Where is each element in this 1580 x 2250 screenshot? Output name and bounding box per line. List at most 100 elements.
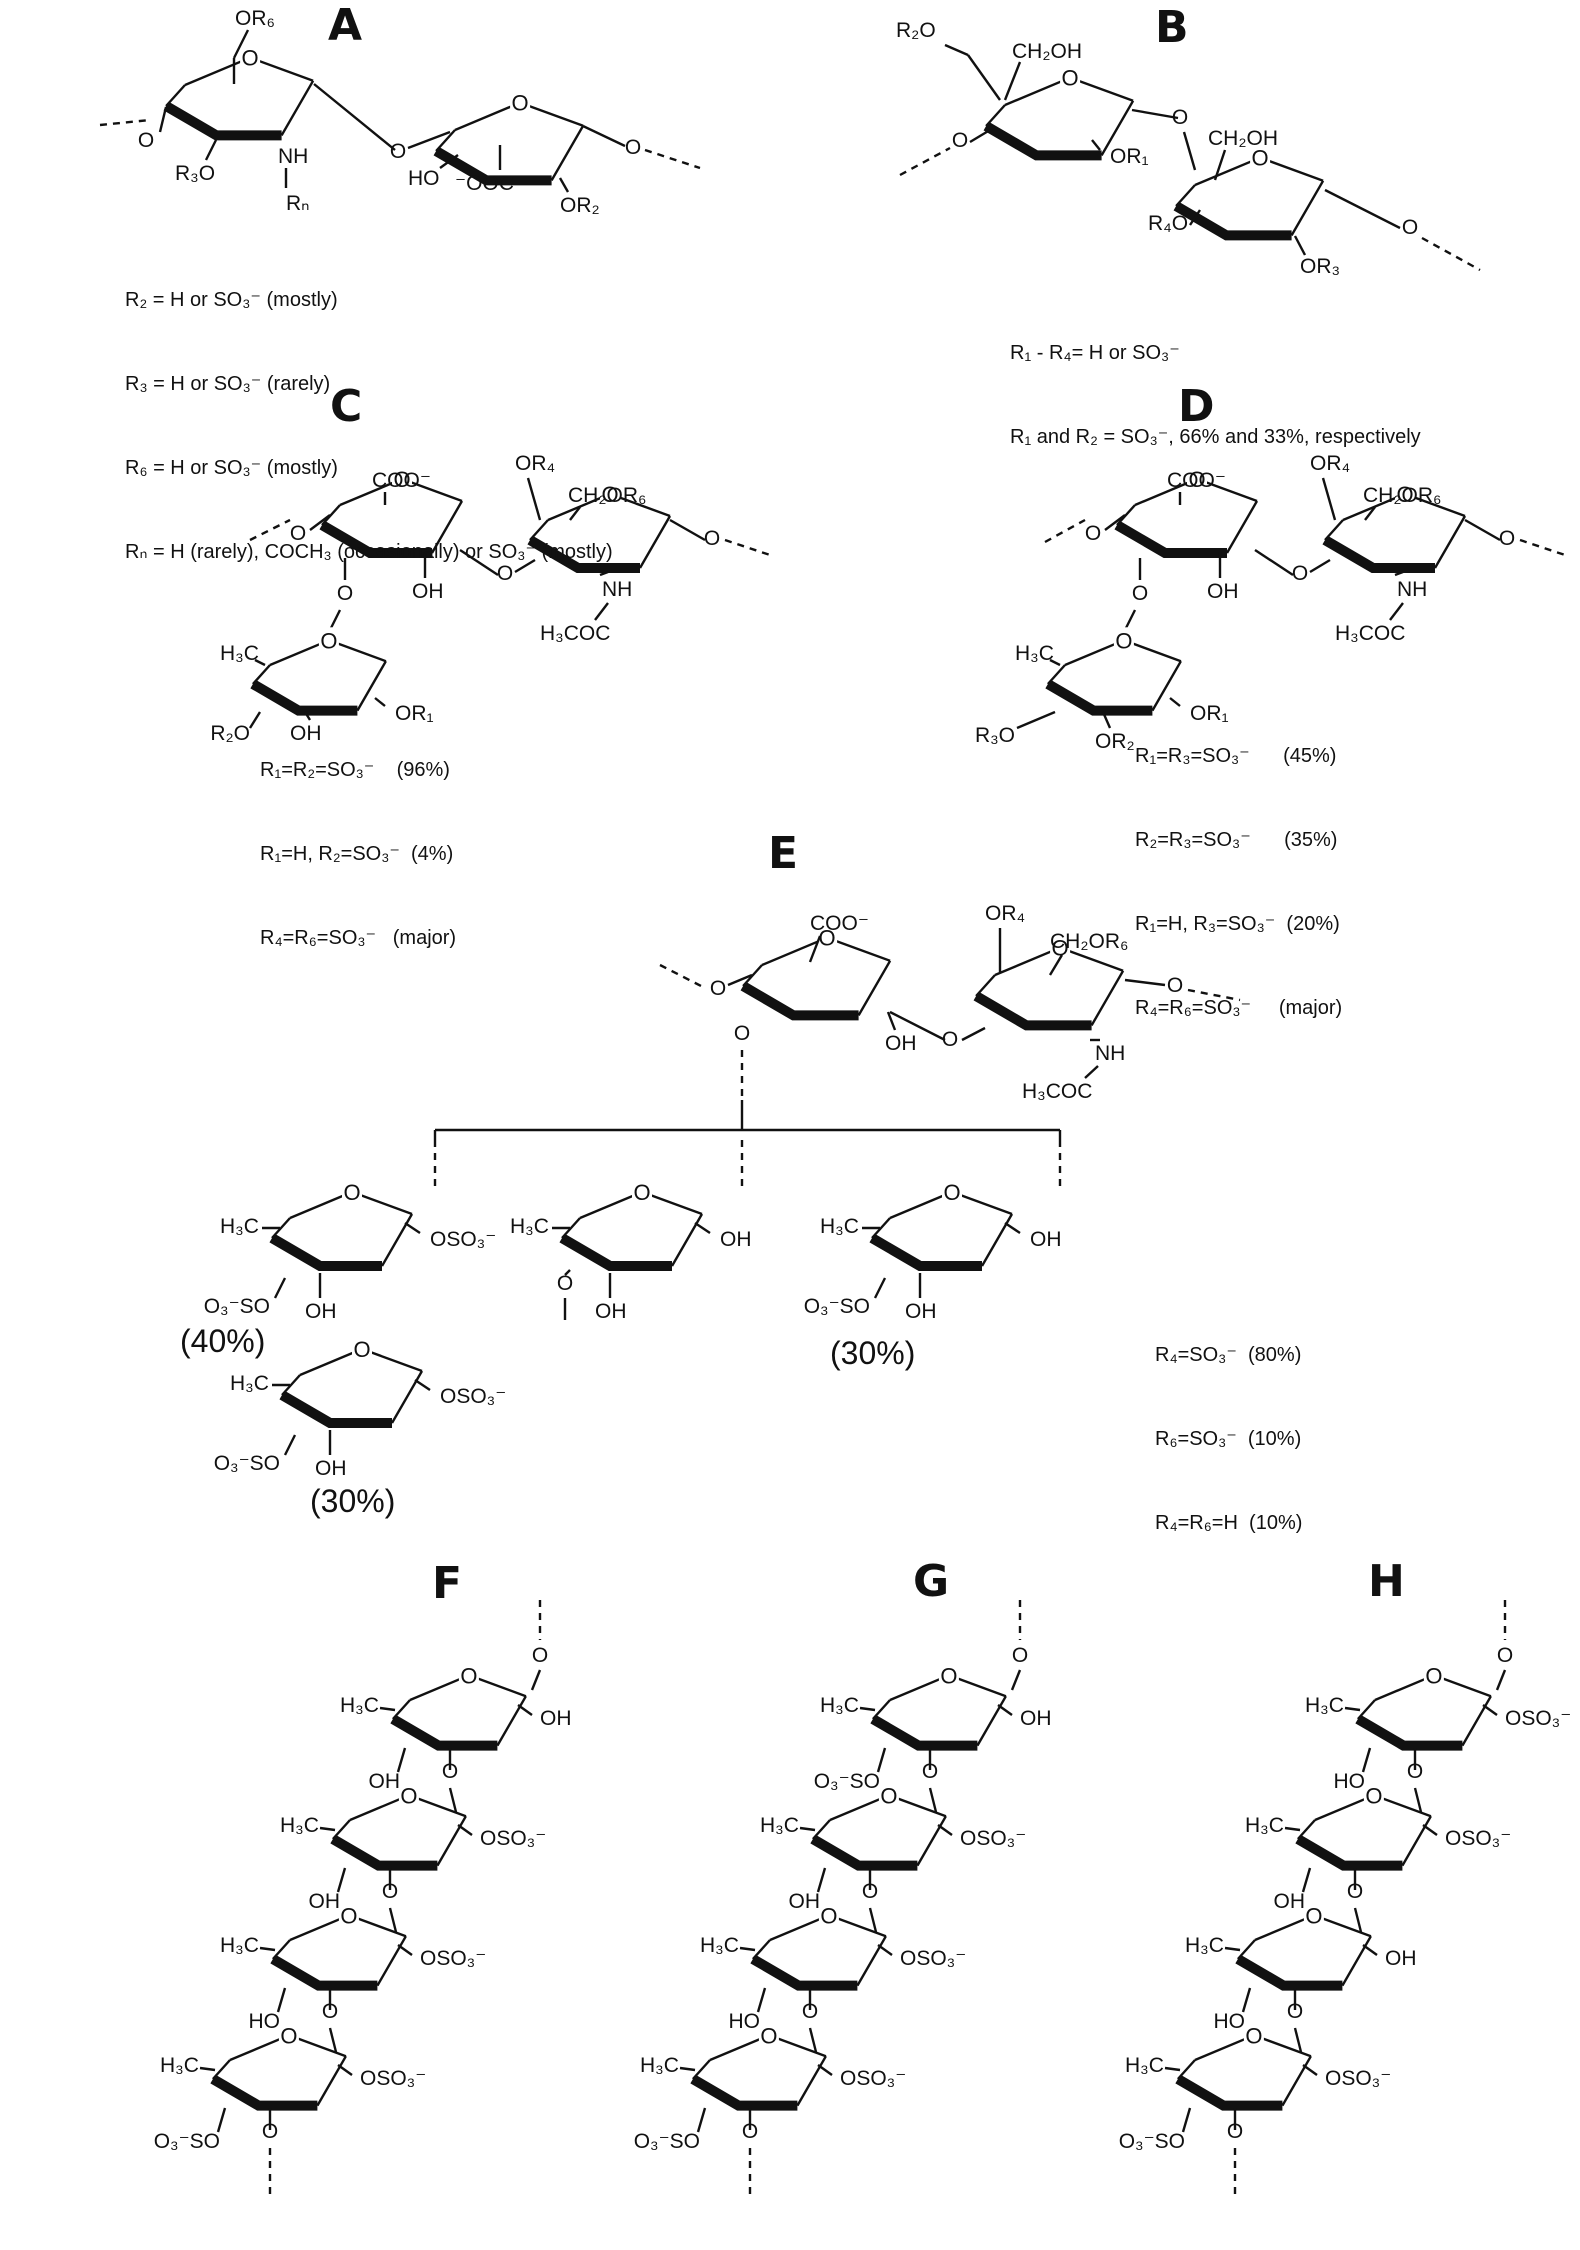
panel-a-notes: R₂ = H or SO₃⁻ (mostly) R₃ = H or SO₃⁻ (…	[125, 230, 613, 594]
atom-label: NH	[278, 145, 308, 168]
panel-a-note: Rₙ = H (rarely), COCH₃ (occasionally) or…	[125, 541, 613, 563]
atom-label: OR₂	[560, 194, 600, 217]
ring-edge	[579, 1190, 643, 1220]
ring-oxygen-bg	[1303, 1902, 1324, 1927]
atom-label: OH	[595, 1300, 627, 1323]
bond-line	[232, 29, 250, 59]
atom-label: H₃C	[1305, 1694, 1344, 1717]
atom-label: OSO₃⁻	[420, 1947, 486, 1970]
bond-line	[877, 1944, 893, 1956]
sugar-ring: O	[690, 2022, 827, 2111]
ring-edge	[550, 125, 585, 181]
ring-front-edge	[269, 1233, 382, 1271]
ring-front-edge	[1295, 1834, 1403, 1871]
ring-edge	[519, 101, 584, 127]
ring-front-edge	[983, 121, 1102, 161]
bond-line	[328, 2027, 338, 2053]
bond-line	[679, 2066, 696, 2072]
atom-label: OR₄	[515, 452, 555, 475]
atom-label: OH	[309, 1890, 341, 1913]
bond-line	[799, 1826, 816, 1832]
atom-label: OH	[789, 1890, 821, 1913]
ring-oxygen: O	[460, 1663, 477, 1688]
atom-label: HO	[729, 2010, 761, 2033]
ring-oxygen-bg	[398, 1782, 419, 1807]
ring-front-edge	[750, 1954, 858, 1991]
ring-edge	[380, 1213, 414, 1267]
bond-line	[1254, 548, 1294, 577]
atom-label: OR₂	[1095, 730, 1135, 753]
sugar-ring: O	[983, 64, 1135, 161]
ring-oxygen-bg	[942, 1179, 962, 1203]
atom-label: OH	[1020, 1707, 1052, 1730]
panel-c-note: R₁=R₂=SO₃⁻ (96%)	[260, 759, 450, 781]
atom-label: O	[497, 562, 513, 585]
atom-label: HO	[249, 2010, 281, 2033]
bond-line	[1164, 2066, 1181, 2072]
atom-label: O	[1227, 2120, 1243, 2143]
bond-line	[599, 570, 609, 577]
ring-oxygen: O	[512, 91, 529, 116]
atom-label: H₃C	[510, 1215, 549, 1238]
panel-label-f: F	[432, 1558, 463, 1609]
atom-label: OH	[1385, 1947, 1417, 1970]
atom-label: H₃C	[1125, 2054, 1164, 2077]
atom-label: H₃C	[640, 2054, 679, 2077]
atom-label: O	[1347, 1880, 1363, 1903]
atom-label: NH	[1095, 1042, 1125, 1065]
ring-oxygen: O	[320, 628, 337, 653]
bond-line	[204, 139, 218, 161]
atom-label: OSO₃⁻	[430, 1228, 496, 1251]
bond-line	[1124, 978, 1166, 987]
atom-label: OSO₃⁻	[1505, 1707, 1571, 1730]
bond-line	[199, 2066, 216, 2072]
atom-label: O₃⁻SO	[814, 1770, 880, 1793]
ring-oxygen-bg	[342, 1179, 362, 1203]
bond-line	[459, 548, 499, 577]
sugar-ring: O	[210, 2022, 347, 2111]
atom-label: H₃C	[1185, 1934, 1224, 1957]
bond-line	[876, 1747, 887, 1773]
ring-oxygen-bg	[510, 89, 531, 114]
atom-label: OH	[1207, 580, 1239, 603]
atom-label: HO	[1334, 1770, 1366, 1793]
atom-label: O₃⁻SO	[214, 1452, 280, 1475]
bond-line	[594, 602, 609, 621]
atom-label: R₂O	[210, 722, 250, 745]
panel-e-percent-right: (30%)	[830, 1335, 916, 1371]
ring-oxygen-bg	[878, 1782, 899, 1807]
bond-line	[969, 128, 991, 144]
bond-line	[414, 1379, 431, 1391]
bond-line	[319, 1826, 336, 1832]
bond-line	[1131, 108, 1179, 120]
ring-oxygen: O	[760, 2023, 777, 2048]
ring-oxygen: O	[940, 1663, 957, 1688]
bond-line	[448, 1787, 458, 1813]
ring-front-edge	[270, 1954, 378, 1991]
atom-label: O	[802, 2000, 818, 2023]
ring-edge	[1281, 2055, 1312, 2107]
bond-line	[216, 2107, 227, 2133]
atom-label: O	[1407, 1760, 1423, 1783]
ring-oxygen-bg	[758, 2022, 779, 2047]
sugar-ring: O	[390, 1662, 527, 1751]
atom-label: CH₂OH	[1012, 40, 1082, 63]
bond-line	[397, 1944, 413, 1956]
ring-edge	[316, 2055, 347, 2107]
ring-edge	[249, 56, 314, 82]
atom-label: OSO₃⁻	[840, 2067, 906, 2090]
ring-front-edge	[163, 101, 282, 141]
bond-line	[1413, 1787, 1423, 1813]
atom-label: O₃⁻SO	[804, 1295, 870, 1318]
atom-label: OH	[1274, 1890, 1306, 1913]
ring-edge	[1401, 1815, 1432, 1867]
ring-front-edge	[1173, 201, 1292, 241]
atom-label: H₃C	[760, 1814, 799, 1837]
atom-label: CH₂OR₆	[568, 484, 646, 507]
ring-front-edge	[973, 991, 1092, 1031]
ring-oxygen-bg	[1243, 2022, 1264, 2047]
panel-b-note: R₁ and R₂ = SO₃⁻, 66% and 33%, respectiv…	[1010, 426, 1421, 448]
atom-label: H₃C	[280, 1814, 319, 1837]
